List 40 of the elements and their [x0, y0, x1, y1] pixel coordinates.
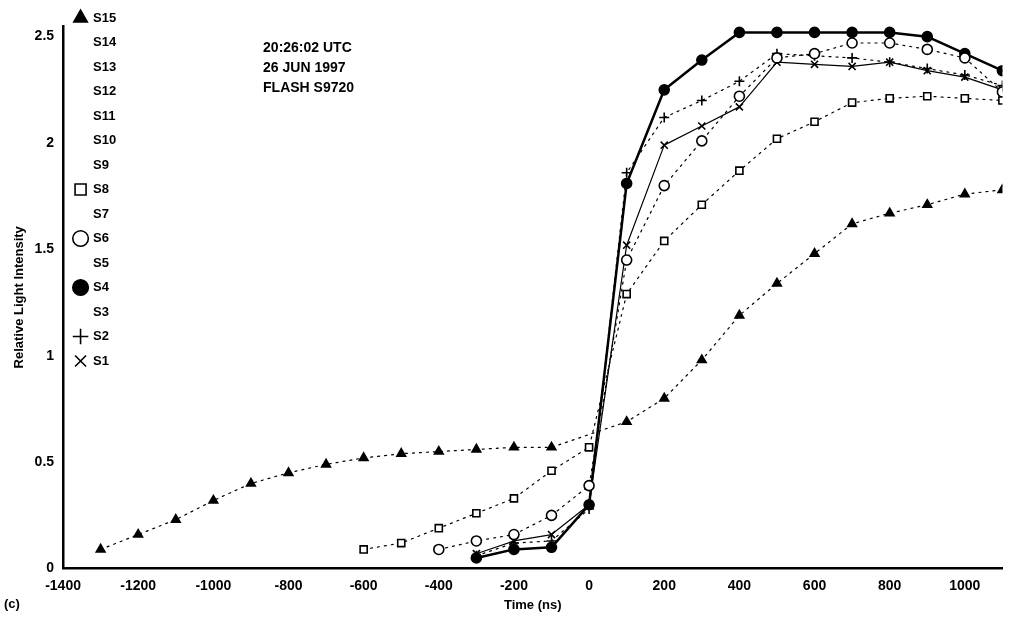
text: (c) — [4, 595, 20, 611]
x-tick-label: 200 — [652, 576, 677, 593]
text: S14 — [93, 34, 117, 50]
x-tick-label: -400 — [424, 576, 454, 593]
annotation: 26 JUN 1997 — [263, 58, 346, 75]
x-tick-label: -200 — [499, 576, 529, 593]
text: S13 — [93, 58, 117, 74]
x-tick-label: -1200 — [120, 576, 157, 593]
y-tick-label: 0 — [46, 559, 55, 576]
y-tick-label: 2 — [46, 133, 55, 150]
x-tick-label: -1000 — [195, 576, 232, 593]
x-tick-label: -1400 — [45, 576, 82, 593]
x-tick-label: 1000 — [949, 576, 981, 593]
legend-label: S6 — [93, 230, 109, 246]
text: S5 — [93, 254, 109, 270]
legend-label: S4 — [93, 279, 110, 295]
legend-label: S2 — [93, 328, 109, 344]
text: S3 — [93, 303, 109, 319]
legend-label: S15 — [93, 9, 117, 25]
x-tick-label: 0 — [585, 576, 594, 593]
text: S11 — [93, 107, 116, 123]
x-tick-label: 400 — [727, 576, 752, 593]
legend-label: S8 — [93, 181, 109, 197]
text: S7 — [93, 205, 109, 221]
annotation: 20:26:02 UTC — [263, 38, 352, 55]
y-tick-label: 0.5 — [34, 453, 55, 470]
x-tick-label: -800 — [274, 576, 303, 593]
y-tick-label: 1 — [46, 346, 55, 363]
annotation: FLASH S9720 — [263, 78, 355, 95]
x-tick-label: -600 — [349, 576, 378, 593]
y-tick-label: 1.5 — [34, 240, 55, 257]
text: S10 — [93, 132, 117, 148]
text: S12 — [93, 83, 117, 99]
x-tick-label: 600 — [802, 576, 827, 593]
y-tick-label: 2.5 — [34, 27, 55, 44]
y-axis-title: Relative Light Intensity — [11, 225, 27, 369]
x-axis-title: Time (ns) — [503, 596, 562, 612]
legend-label: S1 — [93, 352, 109, 368]
x-tick-label: 800 — [878, 576, 902, 593]
text: S9 — [93, 156, 109, 172]
